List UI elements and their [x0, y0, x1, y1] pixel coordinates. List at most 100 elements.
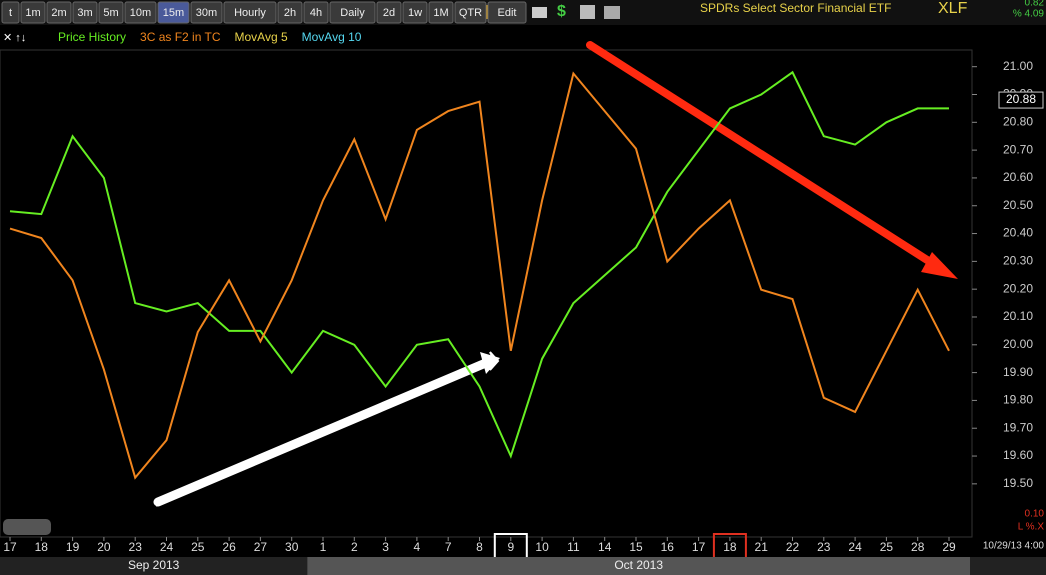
toolbar-button-label[interactable]: 1M	[433, 7, 448, 19]
x-tick-label: 15	[629, 540, 643, 554]
indicator-flags: L %.X	[1018, 522, 1045, 533]
svg-text:$: $	[557, 3, 566, 20]
toolbar-button[interactable]	[428, 1, 454, 24]
toolbar-button[interactable]	[223, 1, 277, 24]
month-band	[307, 557, 971, 575]
x-tick-label: 25	[191, 540, 205, 554]
x-tick-label: 14	[598, 540, 612, 554]
toolbar-button[interactable]	[277, 1, 303, 24]
x-tick-label: 9	[507, 540, 514, 554]
toolbar-button-label[interactable]: 2h	[284, 7, 296, 19]
toolbar-button-label[interactable]: 30m	[196, 7, 217, 19]
x-tick-label: 19	[66, 540, 80, 554]
x-tick-label: 24	[848, 540, 862, 554]
legend-entry: Price History	[58, 30, 126, 44]
y-tick-label: 19.50	[1003, 476, 1033, 490]
indicator-scale: 0.10	[1025, 509, 1045, 520]
toolbar-button-label[interactable]: 5m	[103, 7, 118, 19]
toolbar-button-label[interactable]: t	[9, 7, 12, 19]
toolbar-button-label[interactable]: 4h	[310, 7, 322, 19]
toolbar-button[interactable]	[402, 1, 428, 24]
x-tick-label: 2	[351, 540, 358, 554]
toolbar-button-label[interactable]: 2d	[383, 7, 395, 19]
toolbar-button[interactable]	[329, 1, 376, 24]
change-pct: % 4.09	[1013, 9, 1045, 20]
x-tick-label: 24	[160, 540, 174, 554]
toolbar-button-label[interactable]: QTR	[459, 7, 482, 19]
toolbar-button[interactable]	[72, 1, 98, 24]
x-tick-label: 25	[880, 540, 894, 554]
toolbar-button[interactable]	[1, 1, 20, 24]
x-tick-label: 16	[661, 540, 675, 554]
toolbar-button[interactable]	[124, 1, 157, 24]
toolbar-button[interactable]	[303, 1, 329, 24]
toolbar-button[interactable]	[98, 1, 124, 24]
y-tick-label: 19.80	[1003, 393, 1033, 407]
toolbar-button-label[interactable]: 15m	[163, 7, 184, 19]
y-tick-label: 20.10	[1003, 309, 1033, 323]
red-arrow-head	[921, 252, 958, 279]
white-arrow-shaft	[153, 357, 493, 507]
x-tick-label: 23	[817, 540, 831, 554]
toolbar-button[interactable]	[376, 1, 402, 24]
y-tick-label: 20.40	[1003, 226, 1033, 240]
last-price-tag	[998, 91, 1044, 109]
series-line	[9, 71, 950, 480]
x-tick-label: 1	[320, 540, 327, 554]
x-tick-label: 3	[382, 540, 389, 554]
last-price-label: 20.88	[1006, 92, 1036, 106]
timestamp: 10/29/13 4:00	[983, 541, 1045, 552]
y-tick-label: 19.60	[1003, 448, 1033, 462]
month-label: Oct 2013	[614, 558, 663, 572]
toolbar-button[interactable]	[20, 1, 46, 24]
legend-arrows: ✕ ↑↓	[3, 32, 26, 44]
x-tick-label: 26	[222, 540, 236, 554]
y-tick-label: 20.00	[1003, 337, 1033, 351]
x-tick-label: 18	[35, 540, 49, 554]
y-tick-label: 21.00	[1003, 59, 1033, 73]
x-tick-label: 18	[723, 540, 737, 554]
x-tick-label: 17	[3, 540, 17, 554]
toolbar-button-label[interactable]: 1m	[25, 7, 40, 19]
toolbar-button-label[interactable]: 1w	[408, 7, 422, 19]
toolbar-button[interactable]	[454, 1, 487, 24]
legend-entry: MovAvg 10	[302, 30, 362, 44]
y-tick-label: 20.50	[1003, 198, 1033, 212]
white-arrow-head	[480, 352, 500, 374]
month-band	[0, 557, 308, 575]
x-tick-label: 4	[414, 540, 421, 554]
symbol: XLF	[938, 0, 968, 17]
x-tick-label: 30	[285, 540, 299, 554]
x-tick-label: 11	[567, 540, 580, 554]
legend-entry: 3C as F2 in TC	[140, 30, 221, 44]
y-tick-label: 19.70	[1003, 420, 1033, 434]
y-tick-label: 19.90	[1003, 365, 1033, 379]
title: SPDRs Select Sector Financial ETF	[700, 1, 891, 15]
toolbar-button-label[interactable]: Edit	[498, 7, 517, 19]
toolbar-button-label[interactable]: Hourly	[234, 7, 266, 19]
toolbar-button[interactable]	[487, 1, 527, 24]
scroll-handle[interactable]	[3, 519, 51, 535]
x-tick-label: 20	[97, 540, 111, 554]
x-tick-label: 10	[535, 540, 549, 554]
toolbar-button[interactable]	[190, 1, 223, 24]
x-tick-label: 17	[692, 540, 706, 554]
month-label: Sep 2013	[128, 558, 180, 572]
legend-entry: MovAvg 5	[235, 30, 288, 44]
x-tick-label: 28	[911, 540, 925, 554]
x-tick-label: 27	[254, 540, 268, 554]
toolbar-button-label[interactable]: 3m	[77, 7, 92, 19]
series-line	[9, 70, 949, 459]
toolbar-button[interactable]	[46, 1, 72, 24]
y-tick-label: 20.20	[1003, 281, 1033, 295]
x-tick-label: 23	[129, 540, 143, 554]
toolbar-button-label[interactable]: 10m	[130, 7, 151, 19]
y-tick-label: 20.30	[1003, 254, 1033, 268]
toolbar-button-label[interactable]: Daily	[340, 7, 365, 19]
y-tick-label: 20.60	[1003, 170, 1033, 184]
toolbar-button-label[interactable]: 2m	[51, 7, 66, 19]
x-tick-label: 8	[476, 540, 483, 554]
toolbar-button[interactable]	[157, 1, 190, 24]
y-tick-label: 20.70	[1003, 142, 1033, 156]
